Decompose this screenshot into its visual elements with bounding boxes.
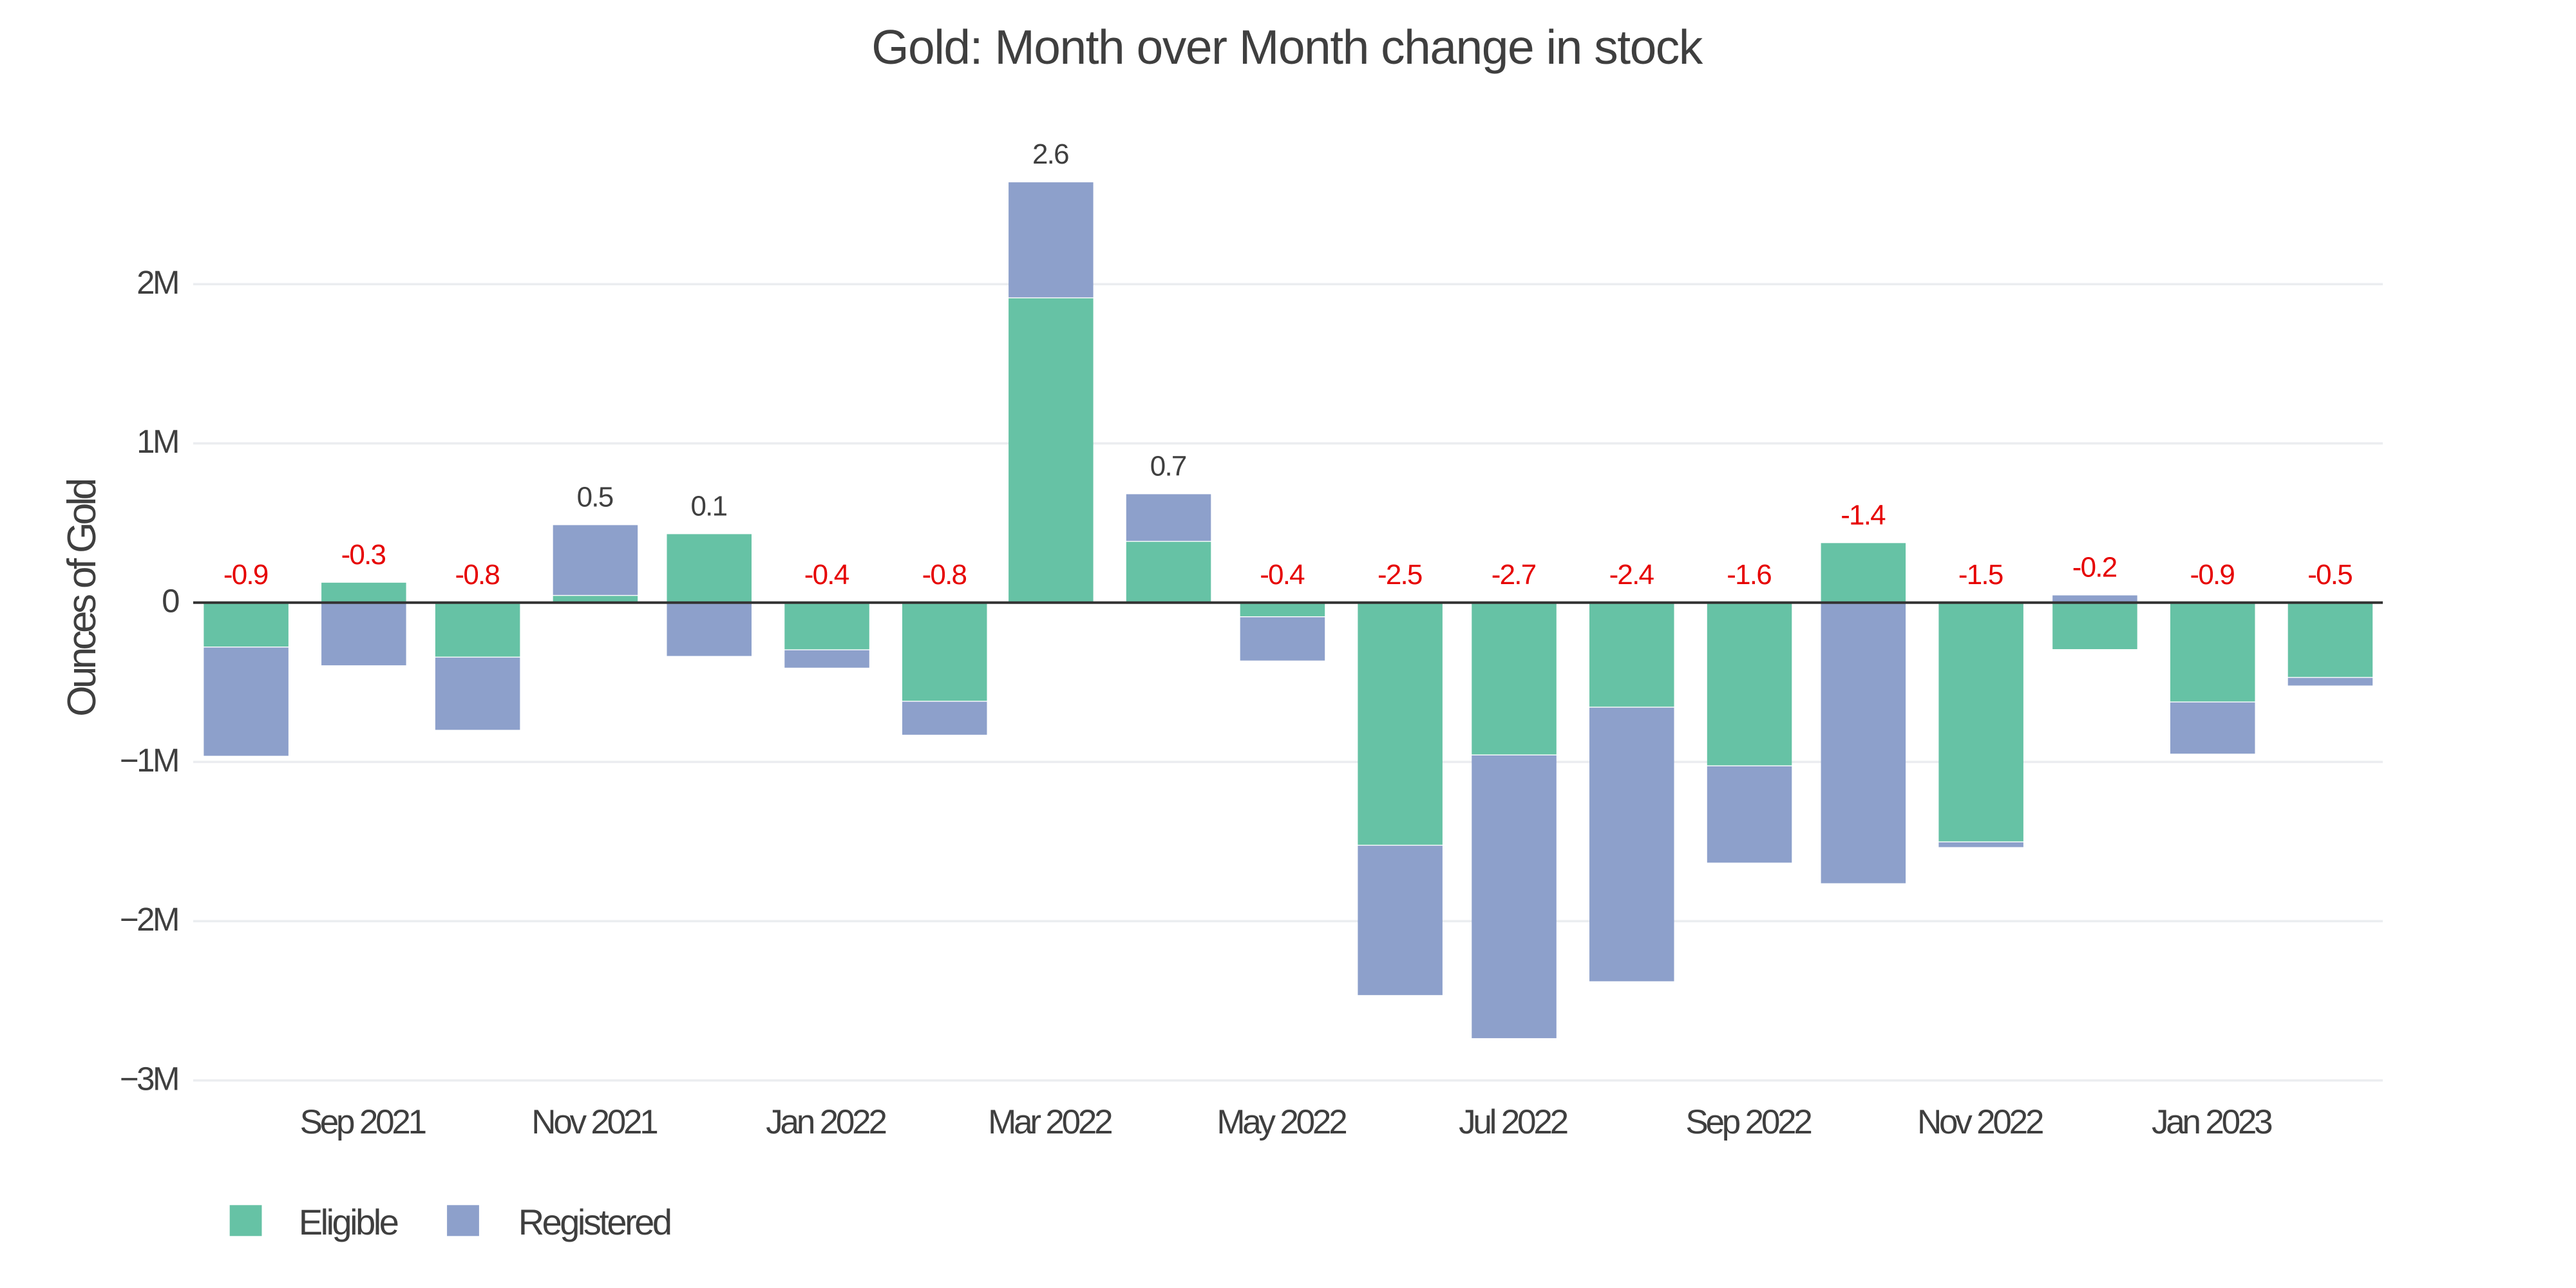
svg-text:0.5: 0.5	[577, 481, 613, 513]
svg-text:−2M: −2M	[120, 901, 178, 938]
svg-text:-0.2: -0.2	[2072, 552, 2117, 583]
svg-text:-2.7: -2.7	[1492, 559, 1536, 591]
svg-text:0: 0	[162, 583, 179, 620]
svg-text:-0.9: -0.9	[223, 559, 268, 591]
svg-text:Ounces of Gold: Ounces of Gold	[60, 480, 104, 717]
svg-text:2M: 2M	[137, 264, 178, 301]
svg-text:May 2022: May 2022	[1217, 1103, 1346, 1141]
svg-text:−1M: −1M	[120, 742, 178, 779]
svg-text:0.7: 0.7	[1150, 450, 1186, 482]
svg-text:-2.4: -2.4	[1609, 559, 1654, 591]
svg-text:-0.9: -0.9	[2190, 559, 2234, 591]
svg-text:-0.4: -0.4	[1260, 559, 1305, 591]
svg-text:Mar 2022: Mar 2022	[988, 1103, 1112, 1141]
svg-text:-0.3: -0.3	[341, 539, 386, 571]
svg-text:Jan 2022: Jan 2022	[766, 1103, 886, 1141]
svg-text:-2.5: -2.5	[1378, 559, 1422, 591]
svg-text:Jul 2022: Jul 2022	[1459, 1103, 1567, 1141]
svg-text:Sep 2021: Sep 2021	[300, 1103, 426, 1141]
svg-text:2.6: 2.6	[1032, 138, 1068, 170]
svg-text:-0.8: -0.8	[922, 559, 967, 591]
svg-text:1M: 1M	[137, 423, 178, 460]
svg-text:-1.4: -1.4	[1841, 499, 1886, 531]
svg-text:−3M: −3M	[120, 1060, 178, 1097]
svg-text:-0.8: -0.8	[455, 559, 499, 591]
svg-text:Registered: Registered	[518, 1202, 670, 1242]
svg-text:-1.6: -1.6	[1727, 559, 1771, 591]
svg-text:-0.5: -0.5	[2307, 559, 2352, 591]
svg-text:Sep 2022: Sep 2022	[1685, 1103, 1811, 1141]
svg-text:-0.4: -0.4	[804, 559, 849, 591]
svg-text:-1.5: -1.5	[1958, 559, 2003, 591]
svg-text:Jan 2023: Jan 2023	[2152, 1103, 2272, 1141]
svg-text:Eligible: Eligible	[299, 1202, 398, 1242]
svg-text:Nov 2022: Nov 2022	[1917, 1103, 2043, 1141]
svg-text:Nov 2021: Nov 2021	[531, 1103, 657, 1141]
svg-text:0.1: 0.1	[691, 490, 727, 522]
svg-text:Gold: Month over Month change: Gold: Month over Month change in stock	[871, 20, 1703, 74]
